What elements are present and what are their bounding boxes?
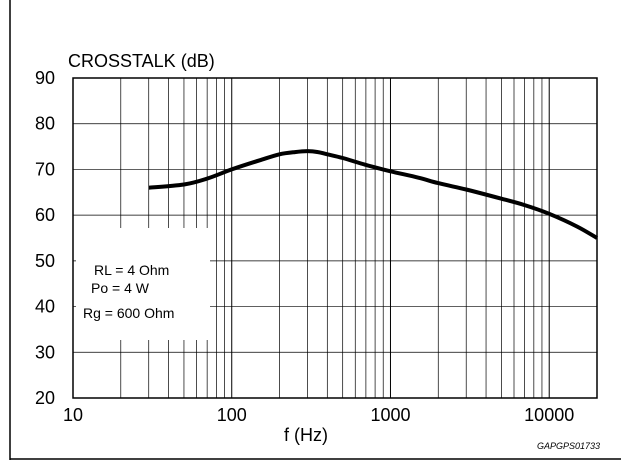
figure-id: GAPGPS01733 [537,441,600,451]
y-tick-label: 70 [35,159,55,179]
y-tick-label: 30 [35,342,55,362]
y-tick-label: 80 [35,114,55,134]
annotation-box [76,228,210,340]
y-tick-label: 90 [35,68,55,88]
x-tick-label: 10000 [524,405,574,425]
y-axis-label: CROSSTALK (dB) [68,51,215,71]
x-tick-label: 1000 [370,405,410,425]
y-tick-label: 40 [35,297,55,317]
x-axis-label: f (Hz) [284,425,328,445]
annotation-line-po: Po = 4 W [91,280,150,296]
y-tick-label: 60 [35,205,55,225]
series-layer [148,149,599,240]
crosstalk-series-line [148,149,599,240]
y-tick-label: 50 [35,251,55,271]
x-tick-label: 100 [217,405,247,425]
axis-tick-labels: 20 30 40 50 60 70 80 90 10 100 1000 10000 [35,68,574,425]
x-tick-label: 10 [63,405,83,425]
annotation-line-rg: Rg = 600 Ohm [83,305,174,321]
annotation-line-rl: RL = 4 Ohm [94,262,169,278]
y-tick-label: 20 [35,388,55,408]
plot-frame [72,77,598,399]
